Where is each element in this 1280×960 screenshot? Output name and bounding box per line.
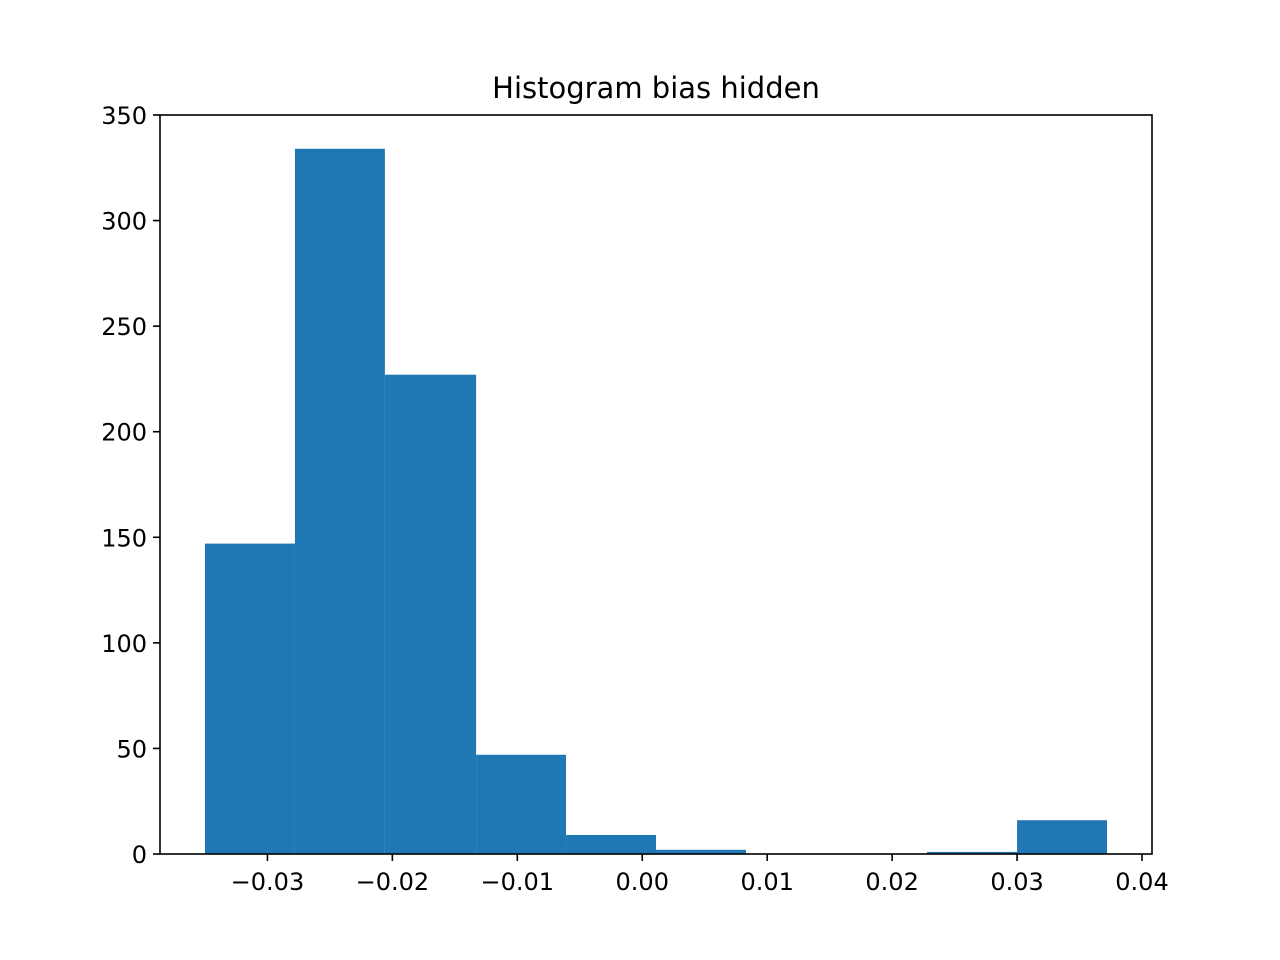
y-axis-ticks: 0 50 100 150 200 250 300 350 xyxy=(101,102,160,869)
x-tick-label: −0.02 xyxy=(356,868,430,896)
histogram-bar xyxy=(384,374,477,854)
bars-group xyxy=(204,148,1108,855)
histogram-bar xyxy=(1017,820,1108,854)
x-tick-label: 0.02 xyxy=(865,868,918,896)
histogram-bar xyxy=(927,851,1018,854)
x-tick-label: 0.03 xyxy=(990,868,1043,896)
histogram-bar xyxy=(656,849,746,854)
x-tick-label: 0.01 xyxy=(740,868,793,896)
histogram-bar xyxy=(476,754,567,854)
y-tick-label: 0 xyxy=(132,841,147,869)
x-tick-label: −0.01 xyxy=(481,868,555,896)
y-tick-label: 150 xyxy=(101,524,147,552)
histogram-bar xyxy=(566,834,656,854)
x-tick-label: 0.00 xyxy=(616,868,669,896)
histogram-bar xyxy=(204,543,295,854)
chart-title: Histogram bias hidden xyxy=(492,71,820,105)
y-tick-label: 50 xyxy=(116,735,147,763)
y-tick-label: 100 xyxy=(101,630,147,658)
y-tick-label: 250 xyxy=(101,313,147,341)
x-axis-ticks: −0.03 −0.02 −0.01 0.00 0.01 0.02 0.03 0.04 xyxy=(231,854,1169,896)
y-tick-label: 200 xyxy=(101,419,147,447)
x-tick-label: −0.03 xyxy=(231,868,305,896)
plot-frame xyxy=(159,114,1153,855)
y-tick-label: 350 xyxy=(101,102,147,130)
histogram-bar xyxy=(294,148,385,855)
y-tick-label: 300 xyxy=(101,208,147,236)
x-tick-label: 0.04 xyxy=(1115,868,1168,896)
